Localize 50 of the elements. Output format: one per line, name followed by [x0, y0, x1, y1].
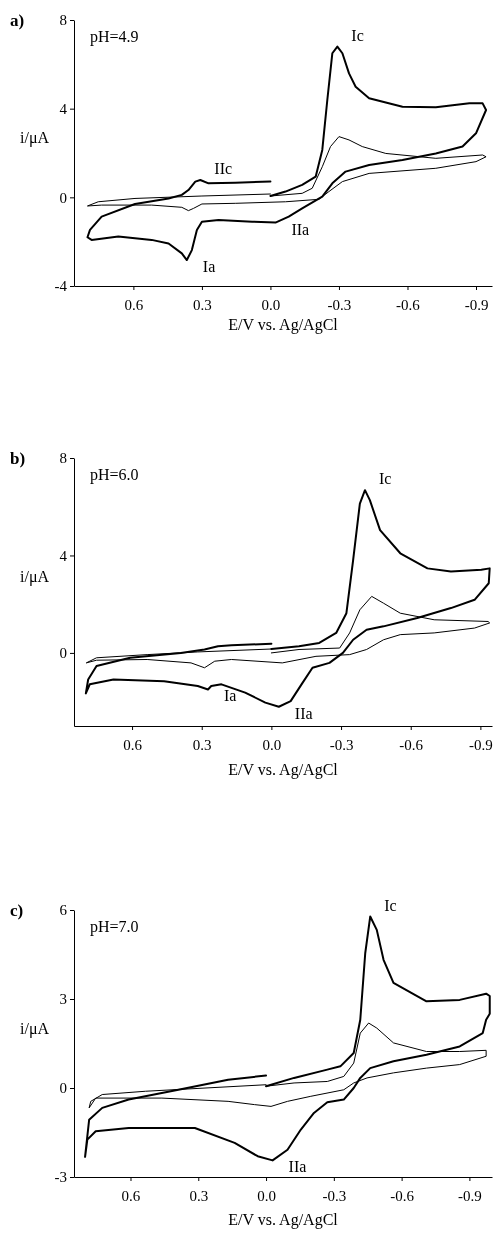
y-axis-title: i/μA — [20, 1019, 50, 1038]
annotation: Ia — [202, 258, 216, 276]
y-tick-label: -3 — [54, 1169, 67, 1186]
y-tick-label: -4 — [54, 278, 68, 295]
annotation: Ic — [351, 26, 364, 44]
x-tick-label: 0.3 — [193, 296, 212, 313]
x-tick-label: 0.0 — [262, 736, 282, 753]
annotation: Ia — [223, 687, 237, 705]
y-tick-label: 0 — [59, 645, 67, 662]
annotation: IIa — [291, 220, 310, 238]
y-tick-label: 0 — [59, 189, 67, 206]
x-tick-label: 0.6 — [121, 1187, 141, 1204]
x-tick-label: -0.9 — [464, 296, 489, 313]
chart-title: a) — [10, 11, 25, 30]
annotation: pH=4.9 — [90, 28, 139, 46]
x-tick-label: -0.3 — [322, 1187, 347, 1204]
x-tick-label: 0.6 — [124, 296, 144, 313]
annotation: IIc — [214, 160, 233, 178]
y-tick-label: 4 — [59, 547, 68, 564]
x-tick-label: 0.3 — [189, 1187, 209, 1204]
x-tick-label: 0.3 — [192, 736, 212, 753]
annotation: IIa — [288, 1158, 307, 1176]
chart-title: c) — [10, 901, 24, 920]
annotation: pH=6.0 — [90, 466, 139, 484]
y-tick-label: 8 — [59, 12, 67, 29]
annotation: pH=7.0 — [90, 918, 139, 936]
y-tick-label: 4 — [59, 100, 68, 117]
y-tick-label: 3 — [59, 991, 67, 1008]
x-axis-title: E/V vs. Ag/AgCl — [228, 1211, 339, 1229]
x-tick-label: -0.3 — [329, 736, 354, 753]
y-tick-label: 8 — [59, 450, 67, 467]
x-tick-label: -0.6 — [390, 1187, 415, 1204]
y-axis-title: i/μA — [20, 568, 50, 586]
y-tick-label: 0 — [59, 1080, 67, 1097]
x-tick-label: -0.9 — [458, 1187, 482, 1204]
x-tick-label: -0.3 — [327, 296, 352, 313]
annotation: Ic — [378, 470, 392, 488]
x-tick-label: -0.9 — [469, 736, 493, 753]
x-tick-label: -0.6 — [396, 296, 421, 313]
x-tick-label: -0.6 — [399, 736, 424, 753]
y-axis-title: i/μA — [20, 129, 50, 147]
y-tick-label: 6 — [59, 902, 68, 919]
x-axis-title: E/V vs. Ag/AgCl — [228, 761, 339, 779]
chart-title: b) — [10, 449, 26, 468]
x-tick-label: 0.0 — [261, 296, 281, 313]
annotation: IIa — [294, 704, 313, 722]
annotation: Ic — [384, 896, 397, 914]
x-axis-title: E/V vs. Ag/AgCl — [228, 316, 339, 334]
x-tick-label: 0.6 — [123, 736, 143, 753]
x-tick-label: 0.0 — [257, 1187, 276, 1204]
